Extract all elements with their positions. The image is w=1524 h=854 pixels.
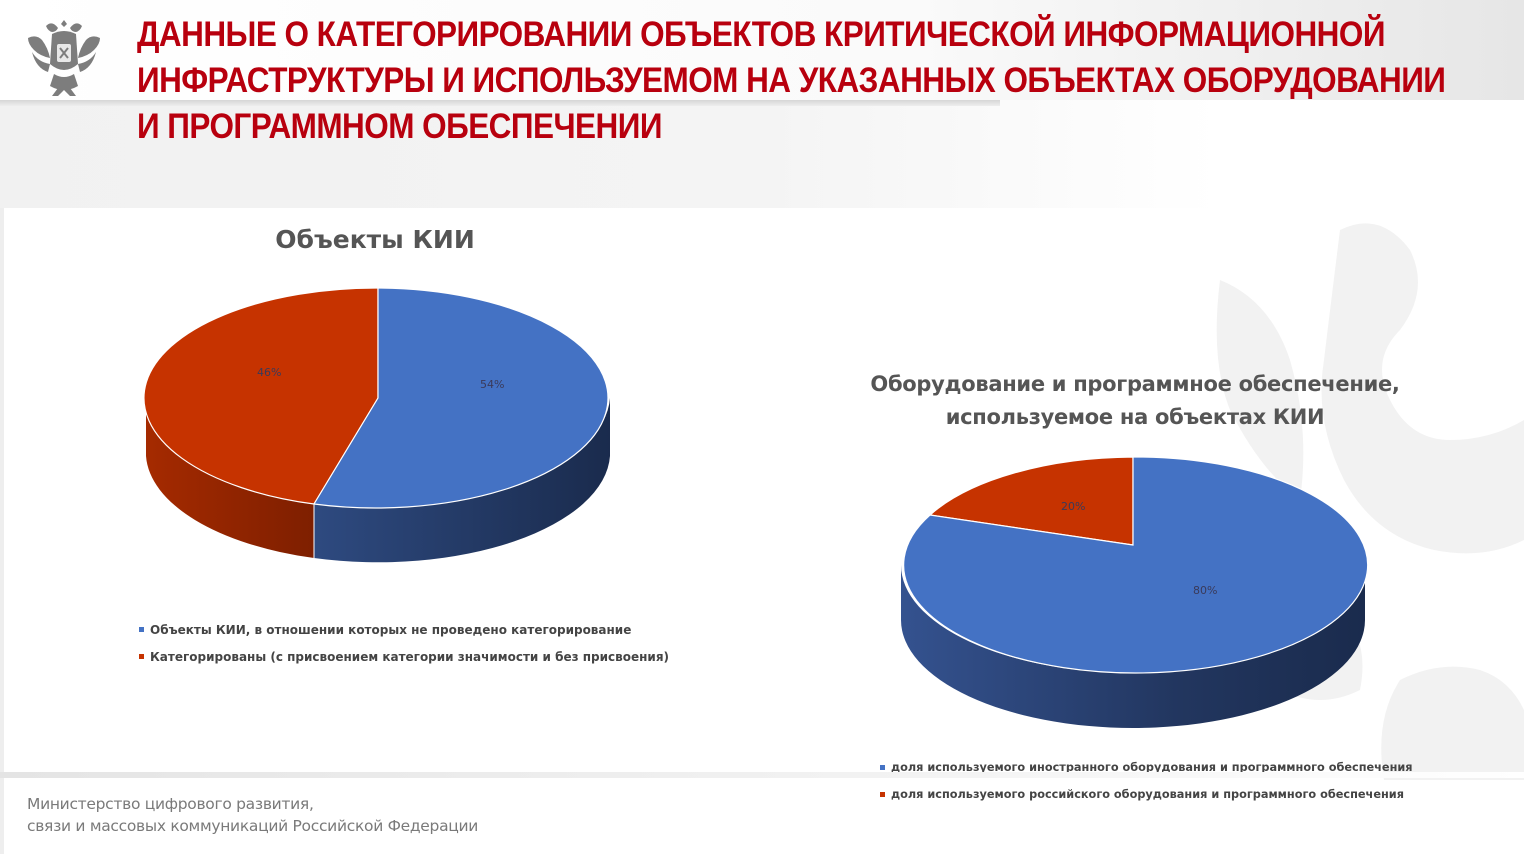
- legend-label: доля используемого российского оборудова…: [891, 788, 1404, 801]
- footer-ministry-name: Министерство цифрового развития, связи и…: [27, 793, 478, 837]
- page-title: ДАННЫЕ О КАТЕГОРИРОВАНИИ ОБЪЕКТОВ КРИТИЧ…: [137, 12, 1446, 150]
- double-headed-eagle-emblem-icon: [28, 20, 100, 96]
- chart2-slice-foreign[interactable]: [903, 456, 1369, 674]
- legend-label: Объекты КИИ, в отношении которых не пров…: [150, 622, 632, 637]
- legend-swatch-blue: [880, 765, 885, 770]
- chart2-slice-russian[interactable]: [928, 456, 1134, 546]
- chart1-legend-item-blue: Объекты КИИ, в отношении которых не пров…: [139, 616, 669, 643]
- left-edge-bar: [0, 0, 4, 854]
- chart2-blue-side: [901, 565, 1365, 728]
- legend-swatch-red: [139, 654, 144, 659]
- chart1-slice-categorized[interactable]: [143, 287, 379, 505]
- footer-divider: [0, 772, 1524, 778]
- legend-label: Категорированы (с присвоением категории …: [150, 649, 670, 664]
- chart1-blue-side: [314, 398, 610, 563]
- chart1-title: Объекты КИИ: [275, 225, 475, 254]
- title-line-3: И ПРОГРАММНОМ ОБЕСПЕЧЕНИИ: [137, 107, 662, 146]
- header-divider: [0, 100, 1000, 106]
- chart2-pie: [901, 456, 1369, 728]
- chart1-pie: [143, 287, 610, 563]
- chart2-title-line-1: Оборудование и программное обеспечение,: [870, 372, 1400, 396]
- chart2-label-red: 20%: [1061, 500, 1086, 513]
- chart2-label-blue: 80%: [1193, 584, 1218, 597]
- chart1-label-red: 46%: [257, 366, 282, 379]
- legend-swatch-blue: [139, 627, 144, 632]
- chart2-legend: доля используемого иностранного оборудов…: [880, 754, 1413, 808]
- chart2-legend-item-blue: доля используемого иностранного оборудов…: [880, 754, 1413, 781]
- chart1-legend: Объекты КИИ, в отношении которых не пров…: [139, 616, 669, 670]
- footer-line-1: Министерство цифрового развития,: [27, 795, 314, 813]
- title-line-2: ИНФРАСТРУКТУРЫ И ИСПОЛЬЗУЕМОМ НА УКАЗАНН…: [137, 61, 1446, 100]
- chart1-legend-item-red: Категорированы (с присвоением категории …: [139, 643, 669, 670]
- chart2-title: Оборудование и программное обеспечение, …: [830, 368, 1440, 434]
- chart2-legend-item-red: доля используемого российского оборудова…: [880, 781, 1413, 808]
- footer-line-2: связи и массовых коммуникаций Российской…: [27, 817, 479, 835]
- chart2-title-line-2: используемое на объектах КИИ: [945, 405, 1325, 429]
- header-top-band: [0, 0, 1524, 100]
- legend-label: доля используемого иностранного оборудов…: [891, 761, 1413, 774]
- legend-swatch-red: [880, 792, 885, 797]
- chart1-label-blue: 54%: [480, 378, 505, 391]
- header-gray-band: [0, 100, 1524, 208]
- title-line-1: ДАННЫЕ О КАТЕГОРИРОВАНИИ ОБЪЕКТОВ КРИТИЧ…: [137, 15, 1385, 54]
- chart1-red-side: [146, 398, 314, 558]
- chart1-slice-not-categorized[interactable]: [313, 287, 609, 509]
